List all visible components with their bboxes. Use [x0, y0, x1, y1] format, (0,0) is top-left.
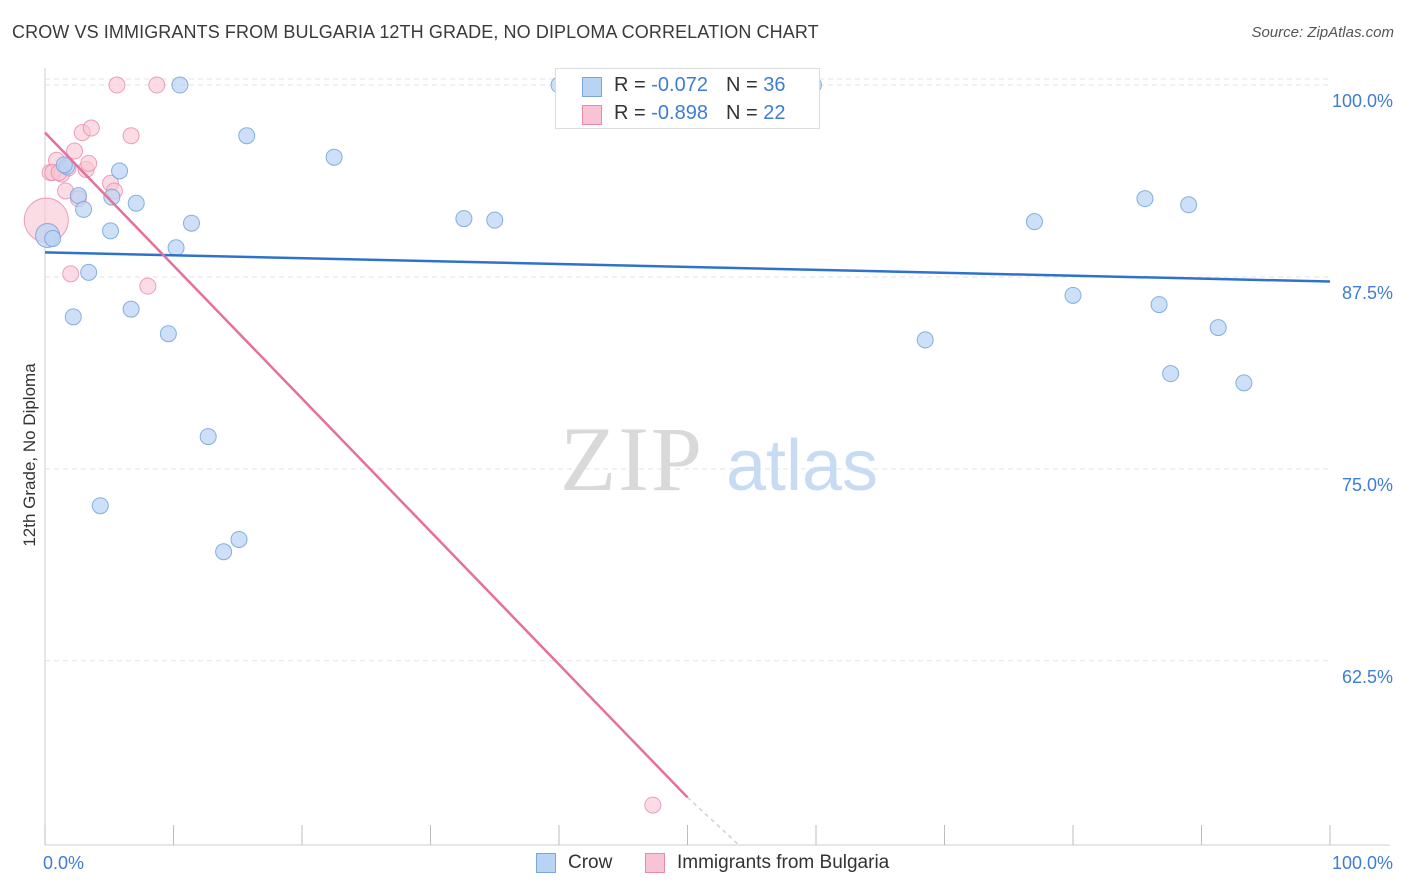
grid-lines	[45, 78, 1330, 662]
legend-crow-r-value: -0.072	[651, 74, 708, 96]
crow-point	[486, 211, 504, 229]
crow-point	[64, 308, 82, 326]
y-tick-label: 62.5%	[1342, 667, 1393, 687]
crow-point	[171, 76, 189, 94]
bottom-bulgaria-label: Immigrants from Bulgaria	[677, 852, 890, 873]
legend-bulgaria-n-value: 22	[763, 102, 786, 124]
source-label: Source: ZipAtlas.com	[1251, 24, 1394, 41]
crow-point	[199, 428, 217, 446]
legend-crow-text: R = -0.072 N = 36	[614, 74, 785, 97]
bulgaria-point	[80, 154, 98, 172]
bulgaria-point	[66, 142, 84, 160]
legend-bulgaria-text: R = -0.898 N = 22	[614, 102, 785, 125]
bulgaria-point	[108, 76, 126, 94]
crow-point	[1150, 296, 1168, 314]
stats-legend: R = -0.072 N = 36 R = -0.898 N = 22	[555, 68, 820, 129]
crow-point	[127, 194, 145, 212]
crow-point	[1136, 190, 1154, 208]
crow-point	[159, 325, 177, 343]
bulgaria-point	[139, 277, 157, 295]
bottom-bulgaria-swatch	[645, 853, 665, 873]
crow-point	[182, 214, 200, 232]
crow-point	[80, 263, 98, 281]
trend-lines	[44, 131, 1331, 846]
x-tick-label-min: 0.0%	[43, 853, 84, 873]
crow-points	[35, 76, 1253, 561]
crow-point	[215, 543, 233, 561]
legend-crow-r-label: R =	[614, 74, 652, 96]
crow-point	[111, 162, 129, 180]
crow-point	[1235, 374, 1253, 392]
crow-point	[55, 156, 73, 174]
crow-point	[122, 300, 140, 318]
crow-point	[75, 200, 93, 218]
crow-point	[916, 331, 934, 349]
crow-point	[1162, 365, 1180, 383]
crow-point	[167, 239, 185, 257]
bulgaria-point	[644, 796, 662, 814]
bulgaria-point	[62, 265, 80, 283]
y-tick-label: 75.0%	[1342, 475, 1393, 495]
y-axis-title: 12th Grade, No Diploma	[20, 363, 39, 547]
crow-point	[1025, 213, 1043, 231]
bulgaria-point	[82, 119, 100, 137]
crow-point	[238, 127, 256, 145]
legend-crow-n-label: N =	[725, 74, 764, 96]
bottom-crow-swatch	[536, 853, 556, 873]
tick-labels: 100.0% 87.5% 75.0% 62.5% 0.0% 100.0%	[43, 91, 1393, 873]
watermark-zip: ZIP	[560, 408, 704, 510]
crow-point	[1180, 196, 1198, 214]
axes	[44, 68, 1390, 846]
crow-point	[1209, 319, 1227, 337]
watermark: ZIP atlas	[560, 408, 878, 510]
chart-title: CROW VS IMMIGRANTS FROM BULGARIA 12TH GR…	[12, 22, 819, 42]
legend-bulgaria-r-value: -0.898	[651, 102, 708, 124]
bulgaria-point	[122, 127, 140, 145]
legend-crow-n-value: 36	[763, 74, 786, 96]
crow-trend-line	[44, 251, 1331, 283]
crow-point	[455, 210, 473, 228]
bulgaria-trend-extension	[686, 796, 740, 846]
bottom-crow-label: Crow	[568, 852, 613, 873]
crow-point	[91, 497, 109, 515]
watermark-atlas: atlas	[726, 426, 878, 506]
y-tick-label: 100.0%	[1332, 91, 1393, 111]
crow-point	[325, 148, 343, 166]
crow-point	[44, 230, 62, 248]
crow-point	[1064, 286, 1082, 304]
x-tick-label-max: 100.0%	[1332, 853, 1393, 873]
legend-bulgaria-r-label: R =	[614, 102, 652, 124]
crow-point	[102, 222, 120, 240]
bulgaria-trend-line	[44, 131, 689, 799]
crow-swatch	[582, 77, 602, 97]
y-tick-label: 87.5%	[1342, 283, 1393, 303]
legend-bulgaria-n-label: N =	[725, 102, 764, 124]
bulgaria-point	[148, 76, 166, 94]
crow-point	[103, 188, 121, 206]
crow-point	[230, 530, 248, 548]
bulgaria-swatch	[582, 105, 602, 125]
